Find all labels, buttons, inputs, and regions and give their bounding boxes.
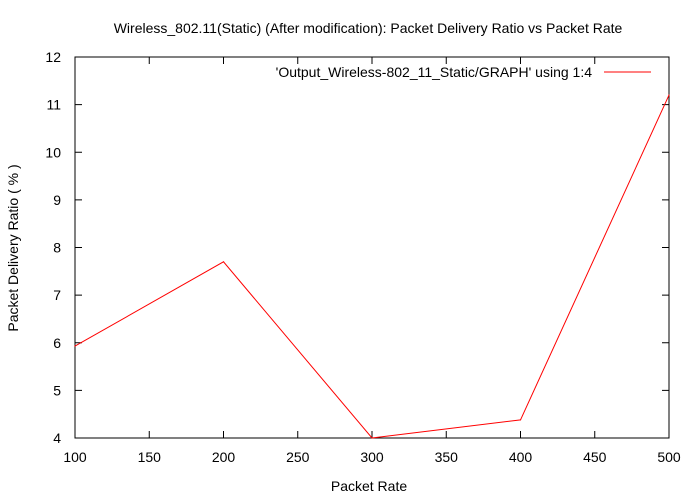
x-tick-label: 300	[360, 449, 384, 465]
y-tick-label: 6	[53, 335, 61, 351]
x-tick-label: 100	[63, 449, 87, 465]
y-tick-label: 12	[45, 49, 61, 65]
y-tick-label: 7	[53, 287, 61, 303]
legend: 'Output_Wireless-802_11_Static/GRAPH' us…	[276, 64, 651, 80]
x-tick-label: 250	[286, 449, 310, 465]
data-point	[222, 261, 225, 263]
series-line	[74, 94, 670, 439]
x-axis-ticks: 100 150 200 250 300 350 400 450 500	[63, 57, 681, 465]
x-tick-label: 150	[138, 449, 162, 465]
y-tick-label: 10	[45, 144, 61, 160]
x-axis-label: Packet Rate	[331, 478, 407, 494]
y-tick-label: 5	[53, 382, 61, 398]
x-tick-label: 450	[583, 449, 607, 465]
x-tick-label: 500	[657, 449, 681, 465]
data-point	[74, 345, 76, 347]
legend-label: 'Output_Wireless-802_11_Static/GRAPH' us…	[276, 64, 593, 80]
y-axis-label: Packet Delivery Ratio ( % )	[5, 164, 21, 331]
x-tick-label: 400	[509, 449, 533, 465]
data-point	[371, 437, 373, 439]
data-point	[519, 419, 522, 421]
y-tick-label: 8	[53, 240, 61, 256]
plot-frame	[74, 56, 670, 439]
x-tick-label: 200	[212, 449, 236, 465]
y-axis-ticks: 4 5 6 7 8 9 10 11 12	[45, 49, 669, 446]
chart-title: Wireless_802.11(Static) (After modificat…	[114, 20, 623, 36]
series-layer	[74, 94, 670, 439]
y-tick-label: 11	[46, 97, 61, 113]
x-tick-label: 350	[435, 449, 459, 465]
data-point	[668, 94, 670, 96]
y-tick-label: 4	[53, 430, 61, 446]
y-tick-label: 9	[53, 192, 61, 208]
